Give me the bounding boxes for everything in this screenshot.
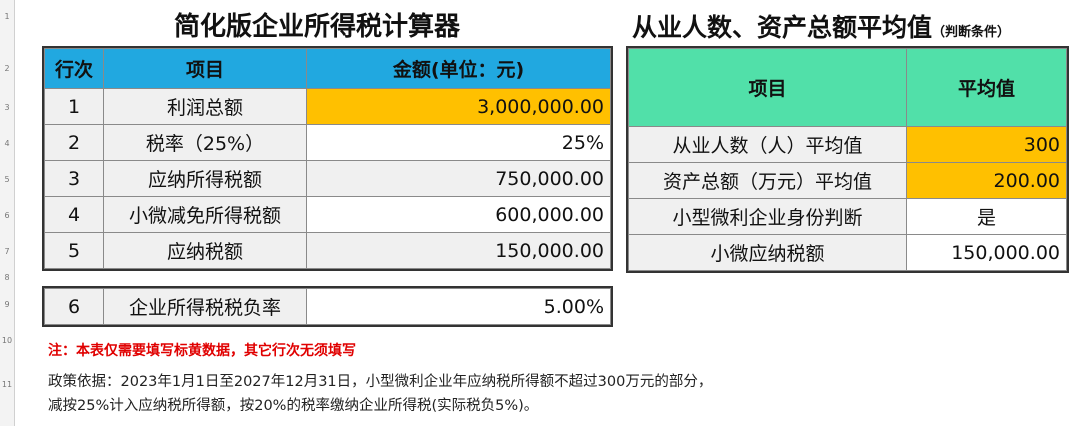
fill-instruction-note: 注：本表仅需要填写标黄数据，其它行次无须填写 bbox=[48, 343, 356, 359]
row-amount[interactable]: 150,000.00 bbox=[306, 232, 611, 269]
row-number[interactable]: 11 bbox=[1, 380, 13, 389]
row-item[interactable]: 小微应纳税额 bbox=[628, 234, 907, 271]
row-item[interactable]: 资产总额（万元）平均值 bbox=[628, 162, 907, 199]
row-number[interactable]: 7 bbox=[4, 247, 10, 256]
table-row: 小微应纳税额 150,000.00 bbox=[628, 234, 1067, 271]
row-no[interactable]: 5 bbox=[44, 232, 104, 269]
row-item[interactable]: 小微减免所得税额 bbox=[103, 196, 307, 233]
row-number[interactable]: 1 bbox=[4, 12, 10, 21]
row-number[interactable]: 5 bbox=[4, 175, 10, 184]
row-no[interactable]: 1 bbox=[44, 88, 104, 125]
row-amount[interactable]: 600,000.00 bbox=[306, 196, 611, 233]
header-row-no: 行次 bbox=[44, 48, 104, 89]
table-header-row: 行次 项目 金额(单位：元) bbox=[44, 48, 611, 89]
row-item[interactable]: 利润总额 bbox=[103, 88, 307, 125]
employee-average-input[interactable]: 300 bbox=[906, 126, 1067, 163]
row-number[interactable]: 2 bbox=[4, 64, 10, 73]
row-amount[interactable]: 25% bbox=[306, 124, 611, 161]
row-item[interactable]: 应纳税额 bbox=[103, 232, 307, 269]
row-number[interactable]: 9 bbox=[4, 300, 10, 309]
row-number[interactable]: 6 bbox=[4, 211, 10, 220]
table-row: 4 小微减免所得税额 600,000.00 bbox=[44, 196, 611, 233]
row-item[interactable]: 企业所得税税负率 bbox=[103, 288, 307, 325]
row-no[interactable]: 6 bbox=[44, 288, 104, 325]
profit-total-input[interactable]: 3,000,000.00 bbox=[306, 88, 611, 125]
right-title-main: 从业人数、资产总额平均值 bbox=[632, 13, 933, 42]
tax-burden-table: 6 企业所得税税负率 5.00% bbox=[42, 286, 613, 327]
header-item: 项目 bbox=[103, 48, 307, 89]
averages-table: 项目 平均值 从业人数（人）平均值 300 资产总额（万元）平均值 200.00… bbox=[626, 46, 1069, 273]
assets-average-input[interactable]: 200.00 bbox=[906, 162, 1067, 199]
policy-basis-line-1: 政策依据：2023年1月1日至2027年12月31日，小型微利企业年应纳税所得额… bbox=[48, 374, 713, 390]
row-number[interactable]: 3 bbox=[4, 103, 10, 112]
row-item[interactable]: 税率（25%） bbox=[103, 124, 307, 161]
row-amount[interactable]: 750,000.00 bbox=[306, 160, 611, 197]
row-no[interactable]: 2 bbox=[44, 124, 104, 161]
row-item[interactable]: 小型微利企业身份判断 bbox=[628, 198, 907, 235]
row-number-gutter: 1 2 3 4 5 6 7 8 9 10 11 bbox=[0, 0, 15, 426]
tax-burden-rate[interactable]: 5.00% bbox=[306, 288, 611, 325]
table-row: 1 利润总额 3,000,000.00 bbox=[44, 88, 611, 125]
table-row: 6 企业所得税税负率 5.00% bbox=[44, 288, 611, 325]
row-no[interactable]: 4 bbox=[44, 196, 104, 233]
table-row: 小型微利企业身份判断 是 bbox=[628, 198, 1067, 235]
policy-basis-line-2: 减按25%计入应纳税所得额，按20%的税率缴纳企业所得税(实际税负5%)。 bbox=[48, 398, 539, 414]
right-title: 从业人数、资产总额平均值（判断条件） bbox=[632, 8, 1010, 44]
row-item[interactable]: 应纳所得税额 bbox=[103, 160, 307, 197]
table-header-row: 项目 平均值 bbox=[628, 48, 1067, 127]
small-micro-judgement[interactable]: 是 bbox=[906, 198, 1067, 235]
small-micro-tax-payable[interactable]: 150,000.00 bbox=[906, 234, 1067, 271]
row-number[interactable]: 8 bbox=[4, 273, 10, 282]
row-number[interactable]: 4 bbox=[4, 139, 10, 148]
header-item: 项目 bbox=[628, 48, 907, 127]
tax-calculator-table: 行次 项目 金额(单位：元) 1 利润总额 3,000,000.00 2 税率（… bbox=[42, 46, 613, 271]
row-number[interactable]: 10 bbox=[1, 336, 13, 345]
table-row: 从业人数（人）平均值 300 bbox=[628, 126, 1067, 163]
table-row: 资产总额（万元）平均值 200.00 bbox=[628, 162, 1067, 199]
left-title: 简化版企业所得税计算器 bbox=[174, 12, 461, 42]
table-row: 2 税率（25%） 25% bbox=[44, 124, 611, 161]
right-title-suffix: （判断条件） bbox=[932, 25, 1011, 40]
header-amount: 金额(单位：元) bbox=[306, 48, 611, 89]
header-average: 平均值 bbox=[906, 48, 1067, 127]
table-row: 5 应纳税额 150,000.00 bbox=[44, 232, 611, 269]
table-row: 3 应纳所得税额 750,000.00 bbox=[44, 160, 611, 197]
row-no[interactable]: 3 bbox=[44, 160, 104, 197]
row-item[interactable]: 从业人数（人）平均值 bbox=[628, 126, 907, 163]
